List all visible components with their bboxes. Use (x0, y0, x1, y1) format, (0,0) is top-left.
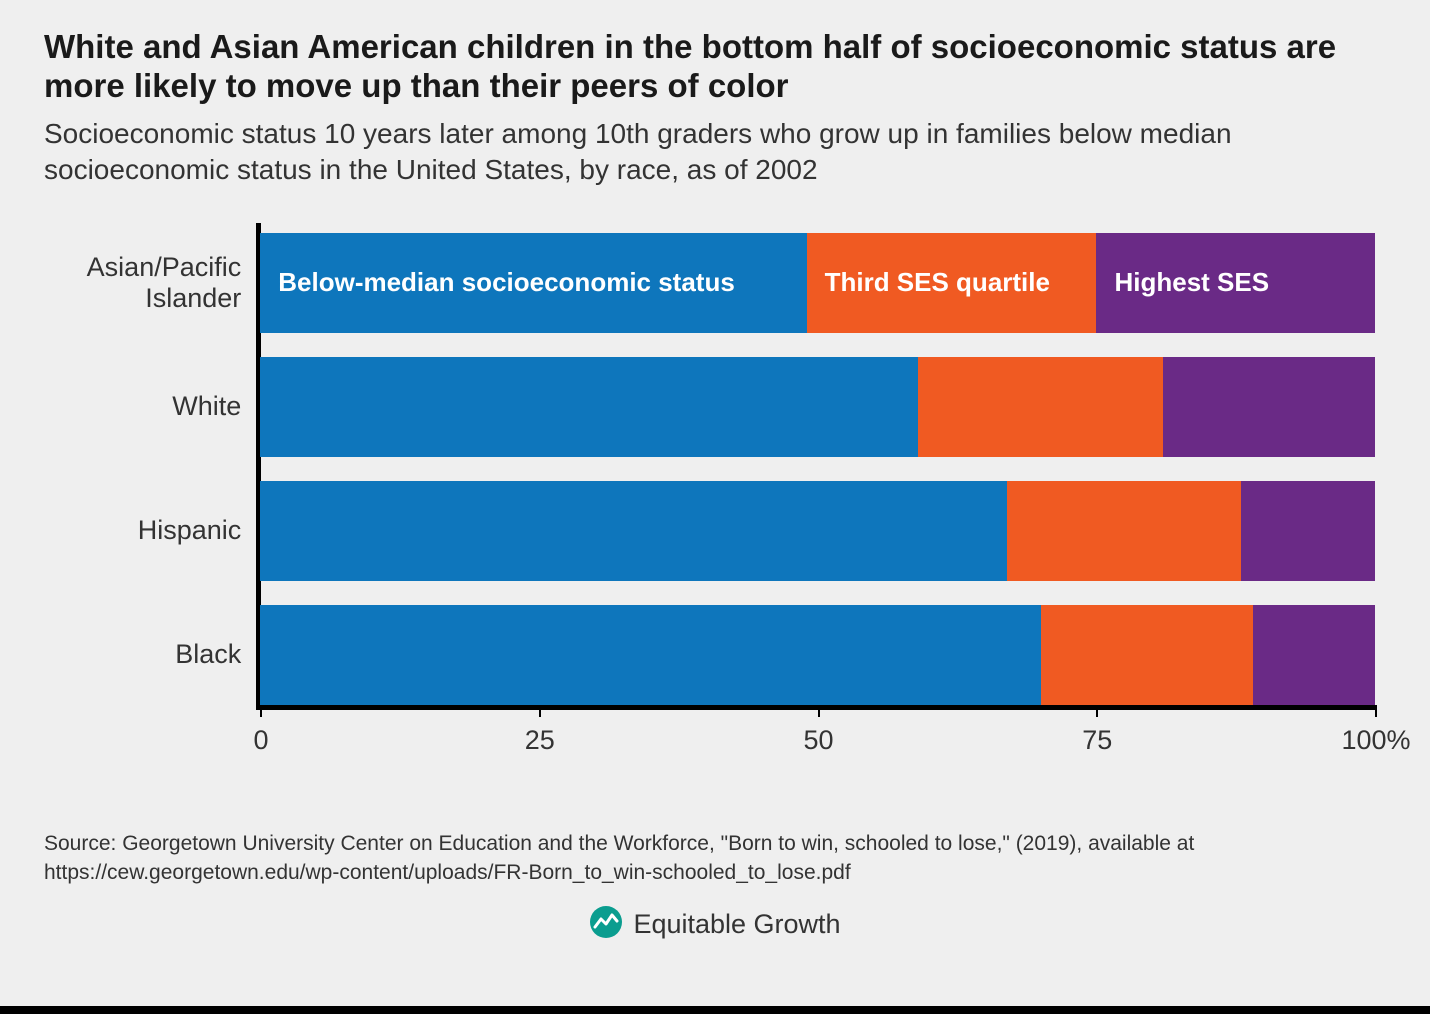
bar-segment: Highest SES (1096, 233, 1375, 333)
x-tick-mark (1096, 705, 1098, 717)
chart-subtitle: Socioeconomic status 10 years later amon… (44, 116, 1386, 189)
x-tick-label: 50 (803, 725, 833, 756)
bar-segment (1163, 357, 1375, 457)
bar-track (260, 605, 1376, 705)
series-label: Third SES quartile (807, 267, 1050, 298)
bottom-border (0, 1006, 1430, 1014)
brand-name: Equitable Growth (633, 909, 840, 940)
bar-row: Asian/PacificIslanderBelow-median socioe… (44, 233, 1376, 333)
x-tick-label: 75 (1082, 725, 1112, 756)
bar-segment (260, 605, 1041, 705)
x-tick-mark (818, 705, 820, 717)
brand-row: Equitable Growth (44, 905, 1386, 944)
bar-segment (1007, 481, 1241, 581)
bar-segment (1241, 481, 1375, 581)
category-label: Hispanic (44, 515, 255, 546)
bar-track (260, 357, 1376, 457)
series-label: Below-median socioeconomic status (260, 267, 735, 298)
x-tick-mark (260, 705, 262, 717)
category-label: Black (44, 639, 255, 670)
brand-logo-icon (589, 905, 623, 944)
bar-segment (260, 481, 1007, 581)
bar-segment (918, 357, 1163, 457)
bar-track: Below-median socioeconomic status Third S… (260, 233, 1376, 333)
x-tick-label: 100% (1341, 725, 1410, 756)
bar-track (260, 481, 1376, 581)
bar-segment (260, 357, 918, 457)
bar-row: White (44, 357, 1376, 457)
chart-title: White and Asian American children in the… (44, 28, 1386, 106)
x-axis (256, 705, 1376, 710)
bar-segment: Third SES quartile (807, 233, 1097, 333)
category-label: White (44, 391, 255, 422)
x-tick-label: 0 (253, 725, 268, 756)
x-tick-label: 25 (525, 725, 555, 756)
x-tick-mark (1375, 705, 1377, 717)
chart-area: Asian/PacificIslanderBelow-median socioe… (44, 233, 1386, 775)
bar-row: Black (44, 605, 1376, 705)
series-label: Highest SES (1096, 267, 1269, 298)
bar-segment (1253, 605, 1376, 705)
source-caption: Source: Georgetown University Center on … (44, 829, 1386, 888)
category-label: Asian/PacificIslander (44, 252, 255, 314)
bar-row: Hispanic (44, 481, 1376, 581)
x-tick-mark (539, 705, 541, 717)
bar-segment (1041, 605, 1253, 705)
bar-segment: Below-median socioeconomic status (260, 233, 806, 333)
